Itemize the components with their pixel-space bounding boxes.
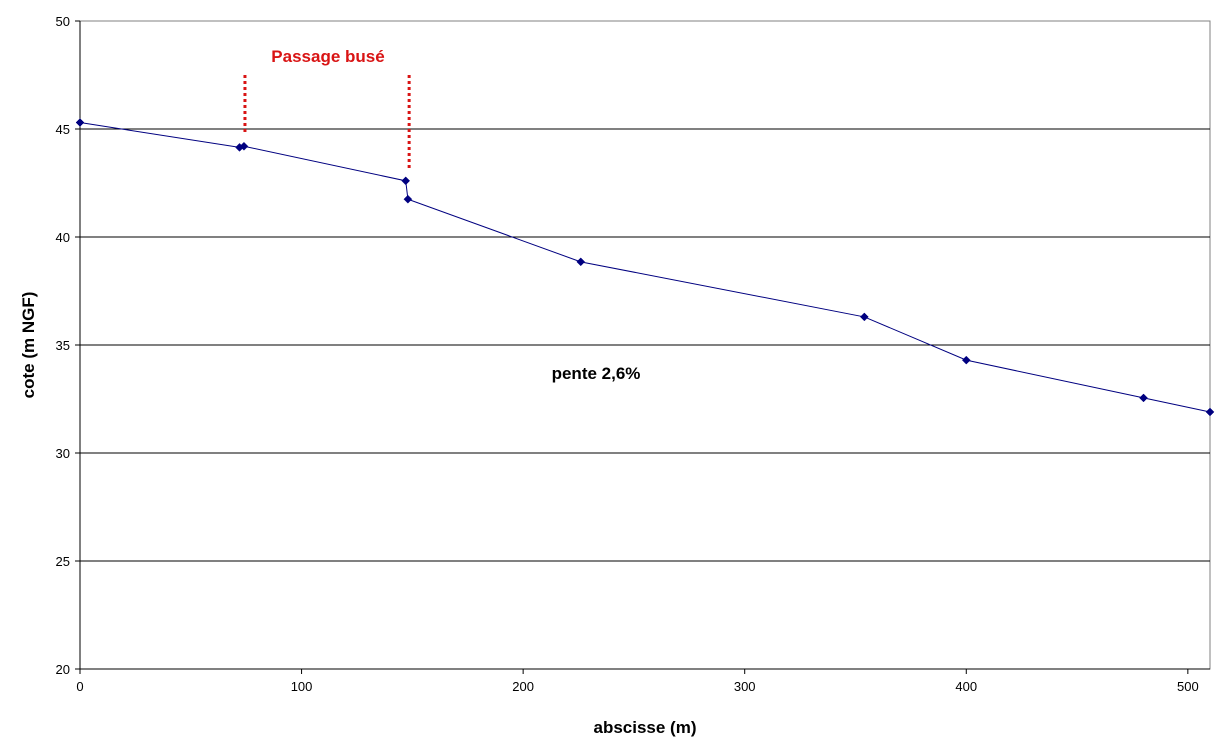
y-tick-label: 45 bbox=[56, 122, 70, 137]
data-point bbox=[961, 355, 971, 365]
y-tick-label: 30 bbox=[56, 446, 70, 461]
y-tick-label: 35 bbox=[56, 338, 70, 353]
gridlines bbox=[80, 128, 1210, 562]
data-point bbox=[401, 176, 411, 186]
annotation-passage-buse: Passage busé bbox=[271, 47, 384, 66]
x-tick-label: 0 bbox=[76, 679, 83, 694]
y-tick-label: 50 bbox=[56, 14, 70, 29]
passage-buse-markers bbox=[243, 75, 411, 170]
x-tick-label: 200 bbox=[512, 679, 534, 694]
y-axis-ticks: 20 25 30 35 40 45 50 bbox=[56, 14, 80, 677]
data-point bbox=[239, 141, 249, 151]
data-point bbox=[576, 257, 586, 267]
y-axis-title: cote (m NGF) bbox=[19, 292, 38, 399]
annotation-pente: pente 2,6% bbox=[552, 364, 641, 383]
x-tick-label: 500 bbox=[1177, 679, 1199, 694]
data-point bbox=[859, 312, 869, 322]
data-point bbox=[403, 194, 413, 204]
y-tick-label: 25 bbox=[56, 554, 70, 569]
x-tick-label: 100 bbox=[291, 679, 313, 694]
y-tick-label: 20 bbox=[56, 662, 70, 677]
series-line bbox=[75, 118, 1215, 417]
x-tick-label: 400 bbox=[955, 679, 977, 694]
x-tick-label: 300 bbox=[734, 679, 756, 694]
data-point bbox=[75, 118, 85, 127]
x-axis-title: abscisse (m) bbox=[594, 718, 697, 737]
data-point bbox=[1139, 393, 1148, 403]
data-point bbox=[1205, 407, 1215, 417]
y-tick-label: 40 bbox=[56, 230, 70, 245]
x-axis-ticks: 0 100 200 300 400 500 bbox=[76, 669, 1199, 694]
